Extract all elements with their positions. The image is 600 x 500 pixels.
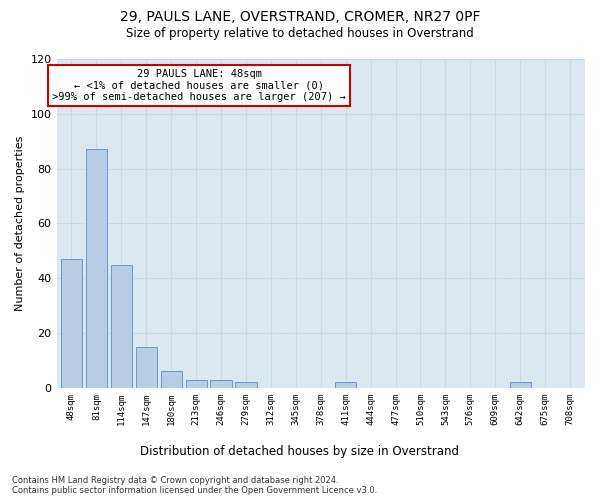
Text: Distribution of detached houses by size in Overstrand: Distribution of detached houses by size … [140, 444, 460, 458]
Bar [136, 347, 157, 388]
Text: 29, PAULS LANE, OVERSTRAND, CROMER, NR27 0PF: 29, PAULS LANE, OVERSTRAND, CROMER, NR27… [120, 10, 480, 24]
Text: Size of property relative to detached houses in Overstrand: Size of property relative to detached ho… [126, 28, 474, 40]
Y-axis label: Number of detached properties: Number of detached properties [15, 136, 25, 311]
Bar [235, 382, 257, 388]
Bar [185, 380, 207, 388]
Bar [211, 380, 232, 388]
Bar [86, 150, 107, 388]
Bar [335, 382, 356, 388]
Bar [61, 259, 82, 388]
Text: Contains HM Land Registry data © Crown copyright and database right 2024.: Contains HM Land Registry data © Crown c… [12, 476, 338, 485]
Bar [111, 264, 132, 388]
Bar [161, 372, 182, 388]
Text: Contains public sector information licensed under the Open Government Licence v3: Contains public sector information licen… [12, 486, 377, 495]
Text: 29 PAULS LANE: 48sqm
← <1% of detached houses are smaller (0)
>99% of semi-detac: 29 PAULS LANE: 48sqm ← <1% of detached h… [52, 69, 346, 102]
Bar [509, 382, 531, 388]
